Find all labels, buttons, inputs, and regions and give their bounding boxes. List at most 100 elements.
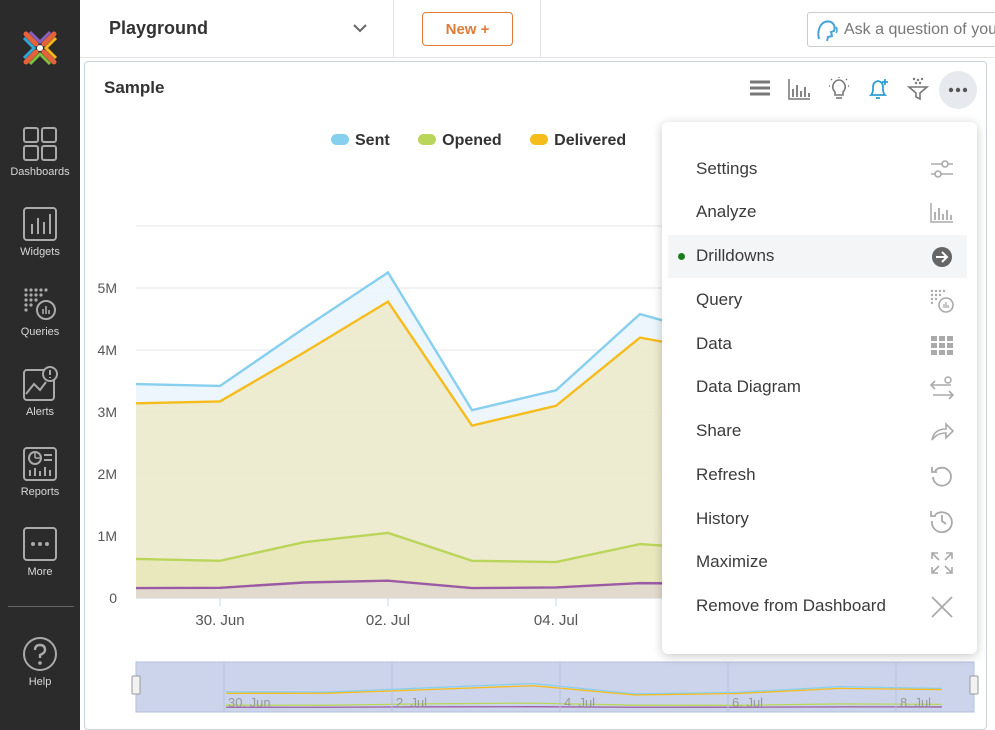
legend-item-sent[interactable]: Sent: [331, 132, 390, 150]
funnel-icon: [906, 77, 930, 101]
series-line-sent: [135, 270, 725, 412]
sidebar-item-reports[interactable]: Reports: [0, 446, 80, 518]
more-icon: [948, 87, 968, 93]
menu-item-remove-from-dashboard[interactable]: Remove from Dashboard: [668, 585, 967, 628]
sidebar-item-help[interactable]: Help: [0, 636, 80, 708]
series-area-opened: [136, 532, 724, 598]
series-line-other: [135, 579, 725, 590]
menu-item-data-diagram[interactable]: Data Diagram: [668, 366, 967, 409]
legend-swatch: [418, 134, 437, 145]
menu-item-label: Share: [696, 421, 742, 440]
legend-swatch: [530, 134, 549, 145]
menu-item-label: Refresh: [696, 465, 756, 484]
help-icon: [23, 637, 57, 671]
widget-title: Sample: [104, 78, 165, 97]
navigator-line-sent: [225, 682, 942, 695]
y-tick-label: 4M: [98, 342, 117, 358]
navigator-label: 30. Jun: [228, 695, 271, 710]
more-icon: [23, 527, 57, 561]
sidebar-item-label: Alerts: [25, 406, 55, 418]
y-tick-label: 2M: [98, 466, 117, 482]
menu-item-query[interactable]: Query: [668, 279, 967, 322]
sidebar-item-more[interactable]: More: [0, 526, 80, 598]
menu-item-label: Drilldowns: [696, 246, 775, 265]
grid-icon: [931, 336, 953, 355]
analyze-button[interactable]: [784, 74, 814, 104]
legend-item-opened[interactable]: Opened: [418, 132, 502, 150]
bar-chart-icon: [930, 203, 953, 223]
diagram-arrows-icon: [929, 376, 955, 400]
menu-item-label: History: [696, 509, 749, 528]
menu-item-label: Data Diagram: [696, 377, 801, 396]
sidebar-item-label: Widgets: [20, 246, 60, 258]
menu-item-share[interactable]: Share: [668, 410, 967, 453]
legend-swatch: [331, 134, 349, 145]
sidebar: Dashboards Widgets Queries Alerts Report…: [0, 0, 80, 730]
navigator-line-other: [225, 706, 942, 708]
topbar-divider: [540, 0, 541, 58]
menu-item-label: Remove from Dashboard: [696, 596, 886, 615]
legend-label: Opened: [442, 132, 502, 149]
navigator-label: 2. Jul: [396, 695, 427, 710]
menu-item-label: Analyze: [696, 202, 757, 221]
queries-icon: [24, 288, 56, 320]
dashboard-selector[interactable]: Playground: [80, 0, 394, 58]
new-button[interactable]: New +: [422, 12, 513, 46]
chart-legend: Sent Opened Delivered: [331, 132, 650, 152]
navigator-handle-right[interactable]: [969, 675, 979, 695]
menu-item-label: Query: [696, 290, 743, 309]
ask-question-input[interactable]: [844, 13, 995, 46]
menu-item-data[interactable]: Data: [668, 323, 967, 366]
menu-item-label: Settings: [696, 159, 758, 178]
y-tick-label: 0: [109, 590, 117, 606]
sidebar-item-queries[interactable]: Queries: [0, 286, 80, 358]
history-icon: [930, 511, 953, 533]
x-tick-label: 02. Jul: [366, 612, 410, 629]
sidebar-item-label: Help: [28, 676, 52, 688]
dashboards-icon: [23, 127, 57, 161]
y-tick-label: 1M: [98, 528, 117, 544]
list-button[interactable]: [745, 74, 775, 104]
y-tick-label: 5M: [98, 280, 117, 296]
sidebar-item-widgets[interactable]: Widgets: [0, 206, 80, 278]
maximize-icon: [931, 552, 953, 574]
widget-options-menu: Settings Analyze Drilldowns Query Data Data D…: [662, 122, 977, 654]
insights-button[interactable]: [824, 74, 854, 104]
ask-question-box[interactable]: [807, 12, 995, 47]
app-logo-icon: [22, 30, 58, 66]
top-bar: Playground New +: [80, 0, 995, 58]
menu-item-maximize[interactable]: Maximize: [668, 541, 967, 584]
y-tick-label: 3M: [98, 404, 117, 420]
sidebar-item-label: More: [27, 566, 53, 578]
dashboard-title: Playground: [109, 18, 209, 38]
sliders-icon: [931, 160, 953, 178]
sidebar-item-label: Reports: [20, 486, 60, 498]
legend-label: Sent: [355, 132, 390, 149]
navigator-label: 6. Jul: [732, 695, 763, 710]
menu-item-settings[interactable]: Settings: [668, 148, 967, 191]
share-arrow-icon: [931, 422, 955, 441]
list-icon: [750, 80, 770, 96]
menu-item-label: Maximize: [696, 552, 768, 571]
menu-item-label: Data: [696, 334, 732, 353]
x-tick-label: 04. Jul: [534, 612, 578, 629]
sidebar-divider: [8, 606, 74, 607]
menu-item-refresh[interactable]: Refresh: [668, 454, 967, 497]
menu-item-drilldowns[interactable]: Drilldowns: [668, 235, 967, 278]
menu-item-history[interactable]: History: [668, 498, 967, 541]
x-tick-label: 30. Jun: [195, 612, 244, 629]
widget-more-button[interactable]: [939, 71, 977, 109]
navigator-label: 4. Jul: [564, 695, 595, 710]
sidebar-item-alerts[interactable]: Alerts: [0, 366, 80, 438]
query-icon: [930, 289, 954, 313]
sidebar-item-dashboards[interactable]: Dashboards: [0, 126, 80, 198]
navigator-label: 8. Jul: [900, 695, 931, 710]
navigator-line-opened: [225, 702, 942, 706]
voice-search-icon: [817, 20, 838, 42]
alert-button[interactable]: [863, 74, 893, 104]
legend-item-delivered[interactable]: Delivered: [530, 132, 626, 150]
menu-item-analyze[interactable]: Analyze: [668, 191, 967, 234]
filter-button[interactable]: [903, 74, 933, 104]
navigator-handle-left[interactable]: [131, 675, 141, 695]
